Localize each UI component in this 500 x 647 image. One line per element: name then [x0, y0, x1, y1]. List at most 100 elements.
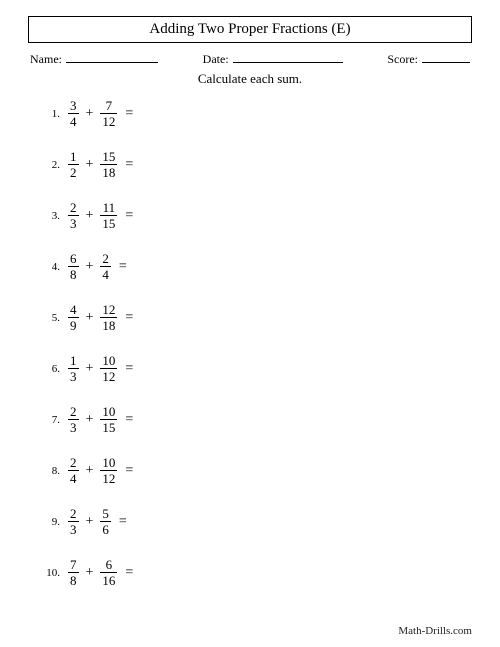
problem-row: 1. 34 +712 =: [36, 99, 472, 128]
worksheet-title-box: Adding Two Proper Fractions (E): [28, 16, 472, 43]
denominator: 3: [68, 368, 79, 383]
fraction-a: 68: [68, 252, 79, 281]
numerator: 10: [100, 456, 117, 470]
score-blank[interactable]: [422, 51, 470, 63]
denominator: 15: [100, 215, 117, 230]
fraction-a: 34: [68, 99, 79, 128]
fraction-b: 1012: [100, 456, 117, 485]
footer-attribution: Math-Drills.com: [398, 625, 472, 637]
equals-sign: =: [125, 361, 133, 377]
problem-row: 9. 23 +56 =: [36, 507, 472, 536]
equals-sign: =: [119, 514, 127, 530]
denominator: 15: [100, 419, 117, 434]
numerator: 2: [68, 507, 79, 521]
numerator: 5: [100, 507, 111, 521]
fraction-a: 12: [68, 150, 79, 179]
numerator: 10: [100, 405, 117, 419]
fraction-a: 78: [68, 558, 79, 587]
problem-row: 3.23+1115=: [36, 201, 472, 230]
denominator: 4: [68, 470, 79, 485]
numerator: 2: [68, 405, 79, 419]
name-blank[interactable]: [66, 51, 158, 63]
denominator: 4: [68, 113, 79, 128]
numerator: 10: [100, 354, 117, 368]
numerator: 11: [101, 201, 118, 215]
fraction-b: 1015: [100, 405, 117, 434]
problem-row: 10.78+616=: [36, 558, 472, 587]
fraction-b: 1012: [100, 354, 117, 383]
numerator: 2: [68, 201, 79, 215]
problem-row: 7.23+1015=: [36, 405, 472, 434]
plus-operator: +: [86, 565, 94, 581]
denominator: 6: [100, 521, 111, 536]
fraction-a: 23: [68, 201, 79, 230]
equals-sign: =: [125, 412, 133, 428]
equals-sign: =: [125, 157, 133, 173]
denominator: 3: [68, 215, 79, 230]
denominator: 4: [100, 266, 111, 281]
problem-number: 2.: [36, 159, 60, 171]
numerator: 12: [100, 303, 117, 317]
fraction-b: 1518: [100, 150, 117, 179]
problem-number: 5.: [36, 312, 60, 324]
problem-number: 9.: [36, 516, 60, 528]
meta-row: Name: Date: Score:: [28, 51, 472, 67]
problem-row: 6.13+1012=: [36, 354, 472, 383]
problems-list: 1.34+712=2.12+1518=3.23+1115=4.68+24=5.4…: [28, 99, 472, 587]
numerator: 6: [104, 558, 115, 572]
fraction-a: 23: [68, 405, 79, 434]
numerator: 2: [68, 456, 79, 470]
denominator: 18: [100, 164, 117, 179]
date-field: Date:: [203, 51, 343, 67]
equals-sign: =: [125, 463, 133, 479]
problem-number: 1.: [36, 108, 60, 120]
numerator: 1: [68, 150, 79, 164]
denominator: 8: [68, 266, 79, 281]
equals-sign: =: [125, 565, 133, 581]
fraction-b: 24: [100, 252, 111, 281]
date-blank[interactable]: [233, 51, 343, 63]
score-label: Score:: [387, 52, 418, 67]
plus-operator: +: [86, 514, 94, 530]
fraction-b: 56: [100, 507, 111, 536]
numerator: 4: [68, 303, 79, 317]
equals-sign: =: [125, 106, 133, 122]
numerator: 3: [68, 99, 79, 113]
plus-operator: +: [86, 463, 94, 479]
numerator: 15: [100, 150, 117, 164]
instruction-text: Calculate each sum.: [28, 71, 472, 87]
numerator: 7: [68, 558, 79, 572]
fraction-b: 1115: [100, 201, 117, 230]
numerator: 7: [104, 99, 115, 113]
problem-number: 8.: [36, 465, 60, 477]
plus-operator: +: [86, 259, 94, 275]
name-field: Name:: [30, 51, 158, 67]
equals-sign: =: [119, 259, 127, 275]
plus-operator: +: [86, 412, 94, 428]
fraction-b: 1218: [100, 303, 117, 332]
score-field: Score:: [387, 51, 470, 67]
numerator: 1: [68, 354, 79, 368]
fraction-b: 616: [100, 558, 117, 587]
fraction-a: 24: [68, 456, 79, 485]
plus-operator: +: [86, 157, 94, 173]
denominator: 3: [68, 419, 79, 434]
problem-row: 8. 24 +1012 =: [36, 456, 472, 485]
problem-row: 4.68+24=: [36, 252, 472, 281]
fraction-a: 23: [68, 507, 79, 536]
date-label: Date:: [203, 52, 229, 67]
plus-operator: +: [86, 106, 94, 122]
denominator: 9: [68, 317, 79, 332]
denominator: 2: [68, 164, 79, 179]
worksheet-page: Adding Two Proper Fractions (E) Name: Da…: [0, 0, 500, 647]
plus-operator: +: [86, 310, 94, 326]
name-label: Name:: [30, 52, 62, 67]
problem-row: 2. 12 +1518 =: [36, 150, 472, 179]
problem-row: 5.49+1218=: [36, 303, 472, 332]
denominator: 12: [100, 470, 117, 485]
worksheet-title: Adding Two Proper Fractions (E): [149, 21, 350, 37]
denominator: 12: [100, 113, 117, 128]
problem-number: 3.: [36, 210, 60, 222]
equals-sign: =: [125, 208, 133, 224]
fraction-b: 712: [100, 99, 117, 128]
